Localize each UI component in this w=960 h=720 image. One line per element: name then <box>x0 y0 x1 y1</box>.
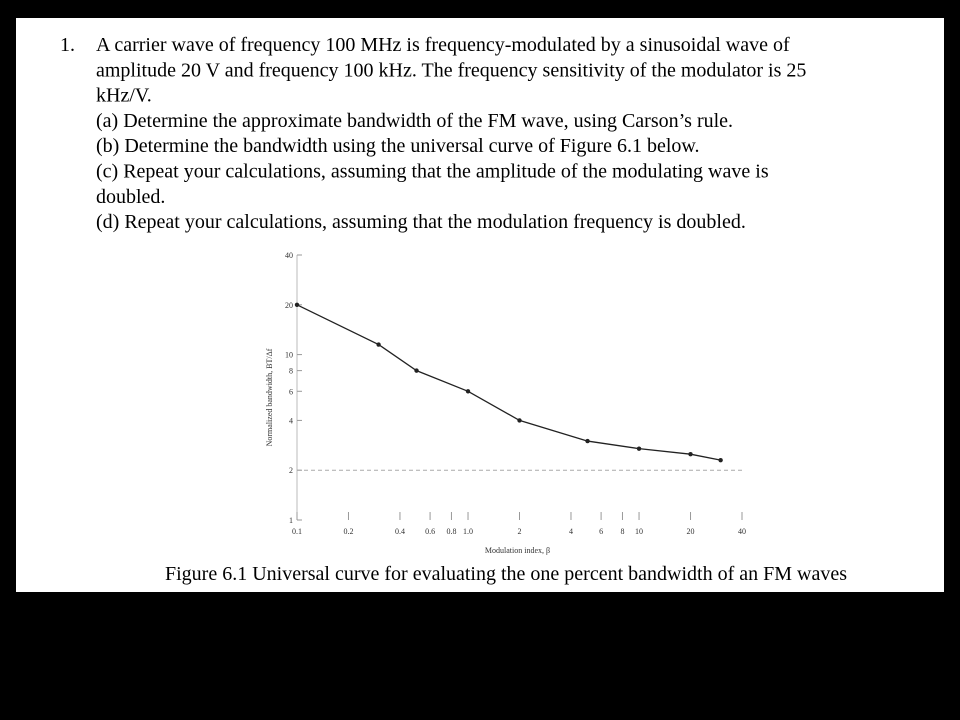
page-sheet <box>16 18 944 592</box>
question-line: (a) Determine the approximate bandwidth … <box>96 110 733 132</box>
x-tick-label: 40 <box>738 527 746 536</box>
question-line: (b) Determine the bandwidth using the un… <box>96 135 700 157</box>
x-tick-label: 0.1 <box>292 527 302 536</box>
question-number: 1. <box>60 34 75 56</box>
y-tick-label: 2 <box>289 466 293 475</box>
y-tick-label: 8 <box>289 367 293 376</box>
question-line: amplitude 20 V and frequency 100 kHz. Th… <box>96 59 806 81</box>
data-point <box>636 446 642 451</box>
data-point <box>585 438 590 444</box>
y-tick-label: 10 <box>285 351 293 360</box>
question-line: A carrier wave of frequency 100 MHz is f… <box>96 34 790 56</box>
y-tick-label: 6 <box>289 387 293 396</box>
x-tick-label: 2 <box>518 527 522 536</box>
question-text: A carrier wave of frequency 100 MHz is f… <box>96 34 806 233</box>
data-point <box>376 342 381 347</box>
y-axis-label: Normalized bandwidth, BT/Δf <box>265 348 274 446</box>
chart: 1 2 4 6 8 10 20 40 0.1 0.2 0.4 0.6 0.8 1.0 2 4 6 8 10 20 40 M… <box>265 251 746 555</box>
x-tick-label: 0.2 <box>343 527 353 536</box>
data-point <box>688 451 693 457</box>
data-point <box>294 302 300 307</box>
x-tick-label: 10 <box>635 527 643 536</box>
question-line: doubled. <box>96 186 165 208</box>
question-line: (d) Repeat your calculations, assuming t… <box>96 211 746 233</box>
x-tick-label: 4 <box>569 527 573 536</box>
x-tick-label: 0.6 <box>425 527 435 536</box>
figure-caption: Figure 6.1 Universal curve for evaluatin… <box>165 563 847 585</box>
question-line: kHz/V. <box>96 85 152 107</box>
y-tick-label: 40 <box>285 251 293 260</box>
y-tick-label: 4 <box>289 416 293 425</box>
data-point <box>718 457 723 463</box>
data-point <box>465 389 471 394</box>
y-tick-label: 20 <box>285 301 293 310</box>
data-point <box>517 418 522 423</box>
data-point <box>414 368 419 373</box>
x-tick-label: 0.8 <box>446 527 456 536</box>
x-axis-label: Modulation index, β <box>485 546 550 555</box>
y-tick-label: 1 <box>289 516 293 525</box>
x-tick-label: 8 <box>620 527 624 536</box>
x-tick-label: 1.0 <box>463 527 473 536</box>
x-tick-label: 0.4 <box>395 527 405 536</box>
x-tick-label: 20 <box>687 527 695 536</box>
x-tick-label: 6 <box>599 527 603 536</box>
question-line: (c) Repeat your calculations, assuming t… <box>96 161 769 183</box>
